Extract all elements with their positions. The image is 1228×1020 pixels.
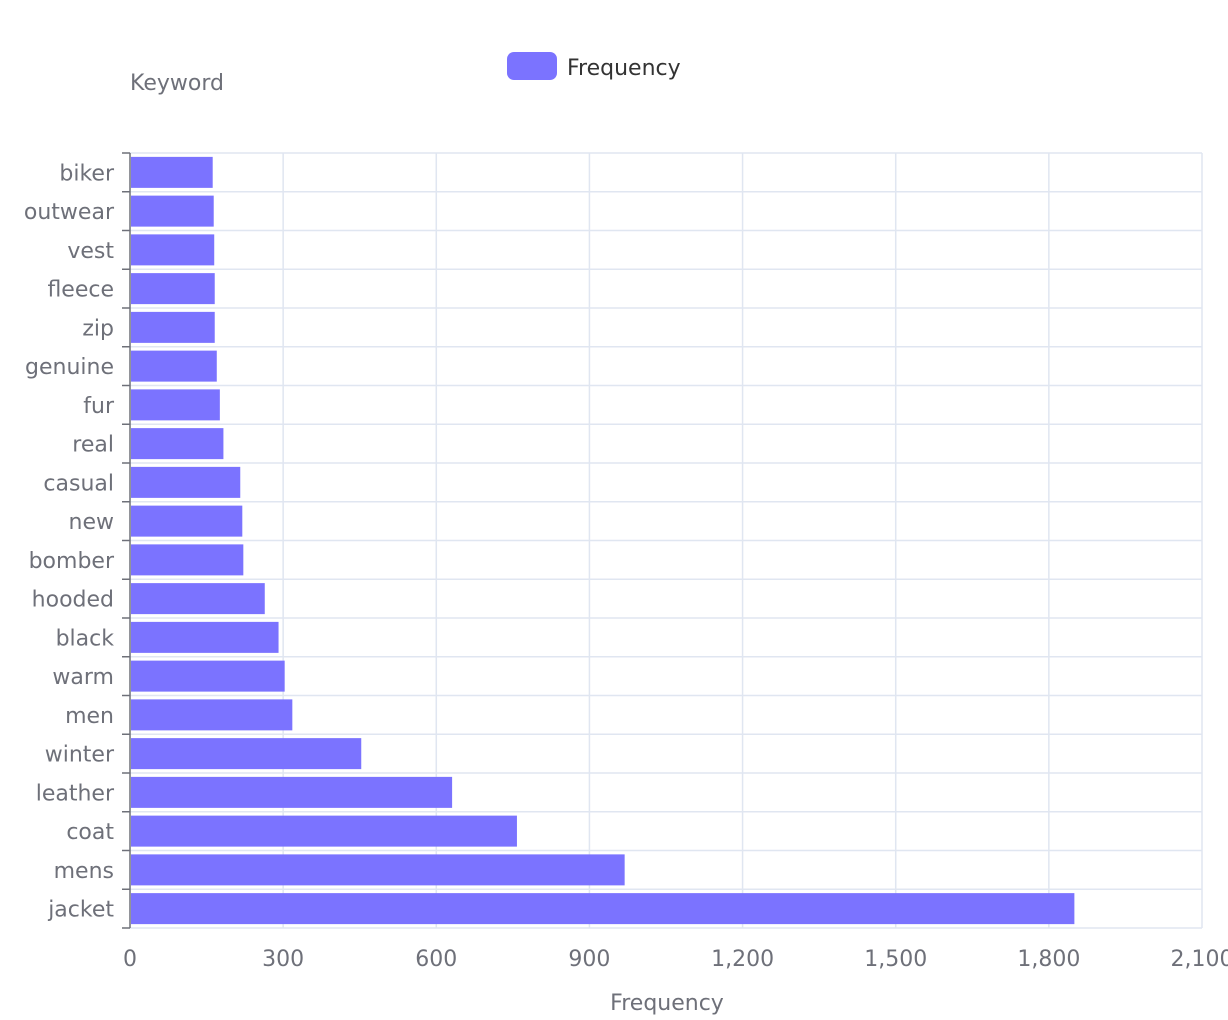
bar-biker[interactable] (131, 156, 213, 188)
x-tick-label: 1,200 (711, 947, 774, 972)
y-tick-label: fleece (47, 278, 114, 303)
bar-black[interactable] (131, 621, 279, 653)
bar-fleece[interactable] (131, 273, 215, 305)
x-tick-label: 1,500 (864, 947, 927, 972)
y-tick-label: bomber (29, 549, 115, 574)
x-tick-label: 2,100 (1171, 947, 1228, 972)
bar-casual[interactable] (131, 466, 241, 498)
bar-fur[interactable] (131, 389, 220, 421)
bar-winter[interactable] (131, 738, 362, 770)
x-tick-label: 300 (262, 947, 304, 972)
bar-jacket[interactable] (131, 893, 1075, 925)
bar-new[interactable] (131, 505, 243, 537)
y-tick-label: casual (43, 471, 114, 496)
legend[interactable]: Frequency (507, 52, 681, 81)
y-tick-label: vest (67, 239, 114, 264)
bar-vest[interactable] (131, 234, 215, 266)
y-tick-label: fur (83, 394, 115, 419)
y-tick-label: jacket (47, 898, 114, 923)
y-tick-label: winter (45, 743, 115, 768)
axes (122, 152, 131, 929)
y-tick-label: biker (59, 161, 115, 186)
legend-label-frequency[interactable]: Frequency (567, 56, 681, 81)
x-tick-label: 900 (568, 947, 610, 972)
bar-bomber[interactable] (131, 544, 244, 576)
grid (130, 152, 1203, 929)
bar-genuine[interactable] (131, 350, 217, 382)
y-tick-label: men (65, 704, 114, 729)
bar-real[interactable] (131, 428, 224, 460)
y-tick-label: mens (54, 859, 114, 884)
bars (131, 156, 1075, 925)
y-tick-label: hooded (32, 588, 114, 613)
bar-men[interactable] (131, 699, 293, 731)
x-tick-label: 600 (415, 947, 457, 972)
bar-leather[interactable] (131, 776, 453, 808)
bar-zip[interactable] (131, 311, 215, 343)
bar-hooded[interactable] (131, 583, 265, 615)
bar-mens[interactable] (131, 854, 625, 886)
y-axis-title: Keyword (130, 71, 224, 96)
y-tick-label: real (72, 433, 114, 458)
x-tick-label: 0 (123, 947, 137, 972)
bar-coat[interactable] (131, 815, 517, 847)
bar-outwear[interactable] (131, 195, 214, 227)
y-tick-label: leather (36, 781, 115, 806)
y-tick-label: warm (52, 665, 114, 690)
y-tick-label: zip (82, 316, 114, 341)
legend-swatch-frequency[interactable] (507, 52, 557, 80)
x-tick-label: 1,800 (1017, 947, 1080, 972)
x-axis-title: Frequency (610, 991, 724, 1016)
y-tick-label: coat (66, 820, 114, 845)
y-tick-label: new (69, 510, 114, 535)
y-tick-label: genuine (25, 355, 114, 380)
y-tick-label: outwear (24, 200, 115, 225)
bar-warm[interactable] (131, 660, 285, 692)
y-tick-label: black (56, 626, 115, 651)
tick-labels: 0 300 600 900 1,200 1,500 1,800 2,100 biker outwe… (24, 161, 1228, 972)
